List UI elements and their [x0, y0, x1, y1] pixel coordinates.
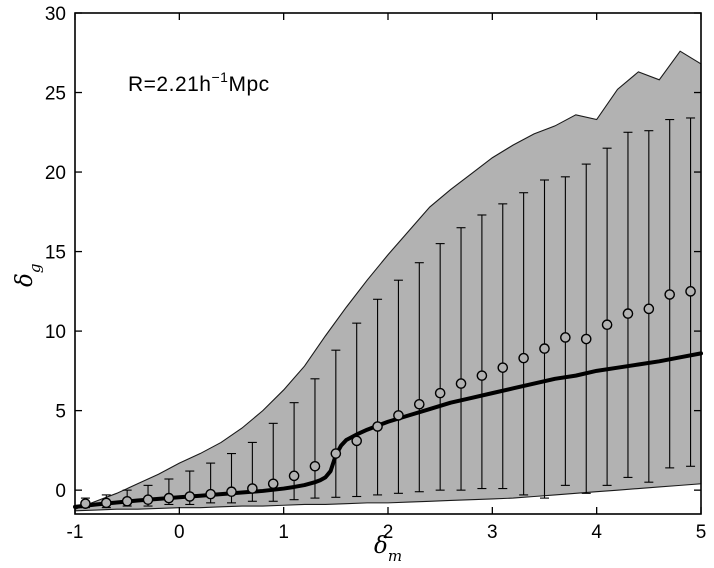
y-tick-label: 15	[45, 243, 66, 264]
mean-point-marker	[643, 303, 655, 315]
mean-point-marker	[539, 343, 550, 354]
x-axis-label-symbol: δ	[373, 533, 388, 559]
mean-point-marker	[80, 498, 91, 509]
mean-point-marker	[142, 494, 154, 505]
mean-points	[80, 286, 696, 509]
annotation-suffix: Mpc	[228, 73, 270, 96]
y-tick-label: 10	[45, 322, 66, 343]
mean-point-marker	[372, 421, 383, 432]
tick-marks	[74, 12, 702, 514]
y-axis-label-symbol: δ	[12, 273, 38, 287]
mean-point-marker	[351, 435, 363, 447]
model-line	[73, 351, 703, 509]
x-axis-label: δm	[75, 533, 701, 565]
mean-point-marker	[560, 332, 571, 343]
x-tick-label: 4	[591, 522, 602, 543]
y-tick-label: 5	[55, 402, 66, 423]
x-tick-label: -1	[67, 522, 84, 543]
x-tick-label: 1	[278, 522, 289, 543]
mean-point-marker	[497, 362, 509, 373]
mean-point-marker	[226, 486, 237, 498]
mean-point-marker	[393, 410, 404, 421]
mean-point-marker	[601, 319, 613, 331]
mean-point-marker	[434, 387, 446, 399]
mean-point-marker	[309, 460, 321, 472]
mean-point-marker	[413, 398, 425, 410]
y-tick-label: 25	[45, 84, 66, 105]
y-tick-label: 0	[55, 481, 66, 502]
y-axis-label: δg	[12, 263, 44, 287]
mean-point-marker	[267, 478, 279, 490]
radius-annotation: R=2.21h−1Mpc	[128, 69, 270, 97]
mean-point-marker	[476, 370, 488, 381]
mean-point-marker	[163, 492, 175, 504]
mean-point-marker	[664, 289, 676, 300]
mean-point-marker	[184, 491, 196, 502]
annotation-exponent: −1	[211, 69, 229, 85]
mean-point-marker	[101, 497, 112, 509]
mean-point-marker	[247, 483, 258, 494]
x-axis-label-subscript: m	[387, 546, 403, 565]
y-tick-label: 20	[45, 163, 66, 184]
mean-point-marker	[288, 470, 300, 482]
annotation-prefix: R=2.21h	[128, 73, 212, 96]
x-tick-label: 2	[383, 522, 394, 543]
y-tick-label: 30	[45, 4, 66, 25]
y-axis-label-subscript: g	[25, 263, 44, 274]
mean-point-marker	[580, 333, 592, 345]
mean-point-marker	[121, 495, 133, 507]
mean-point-marker	[685, 286, 696, 297]
mean-point-marker	[330, 448, 342, 459]
x-tick-label: 3	[487, 522, 498, 543]
x-tick-label: 0	[174, 522, 185, 543]
mean-point-marker	[205, 488, 216, 500]
mean-point-marker	[622, 308, 634, 319]
x-tick-label: 5	[696, 522, 707, 543]
mean-point-marker	[455, 378, 467, 389]
mean-point-marker	[518, 352, 529, 364]
